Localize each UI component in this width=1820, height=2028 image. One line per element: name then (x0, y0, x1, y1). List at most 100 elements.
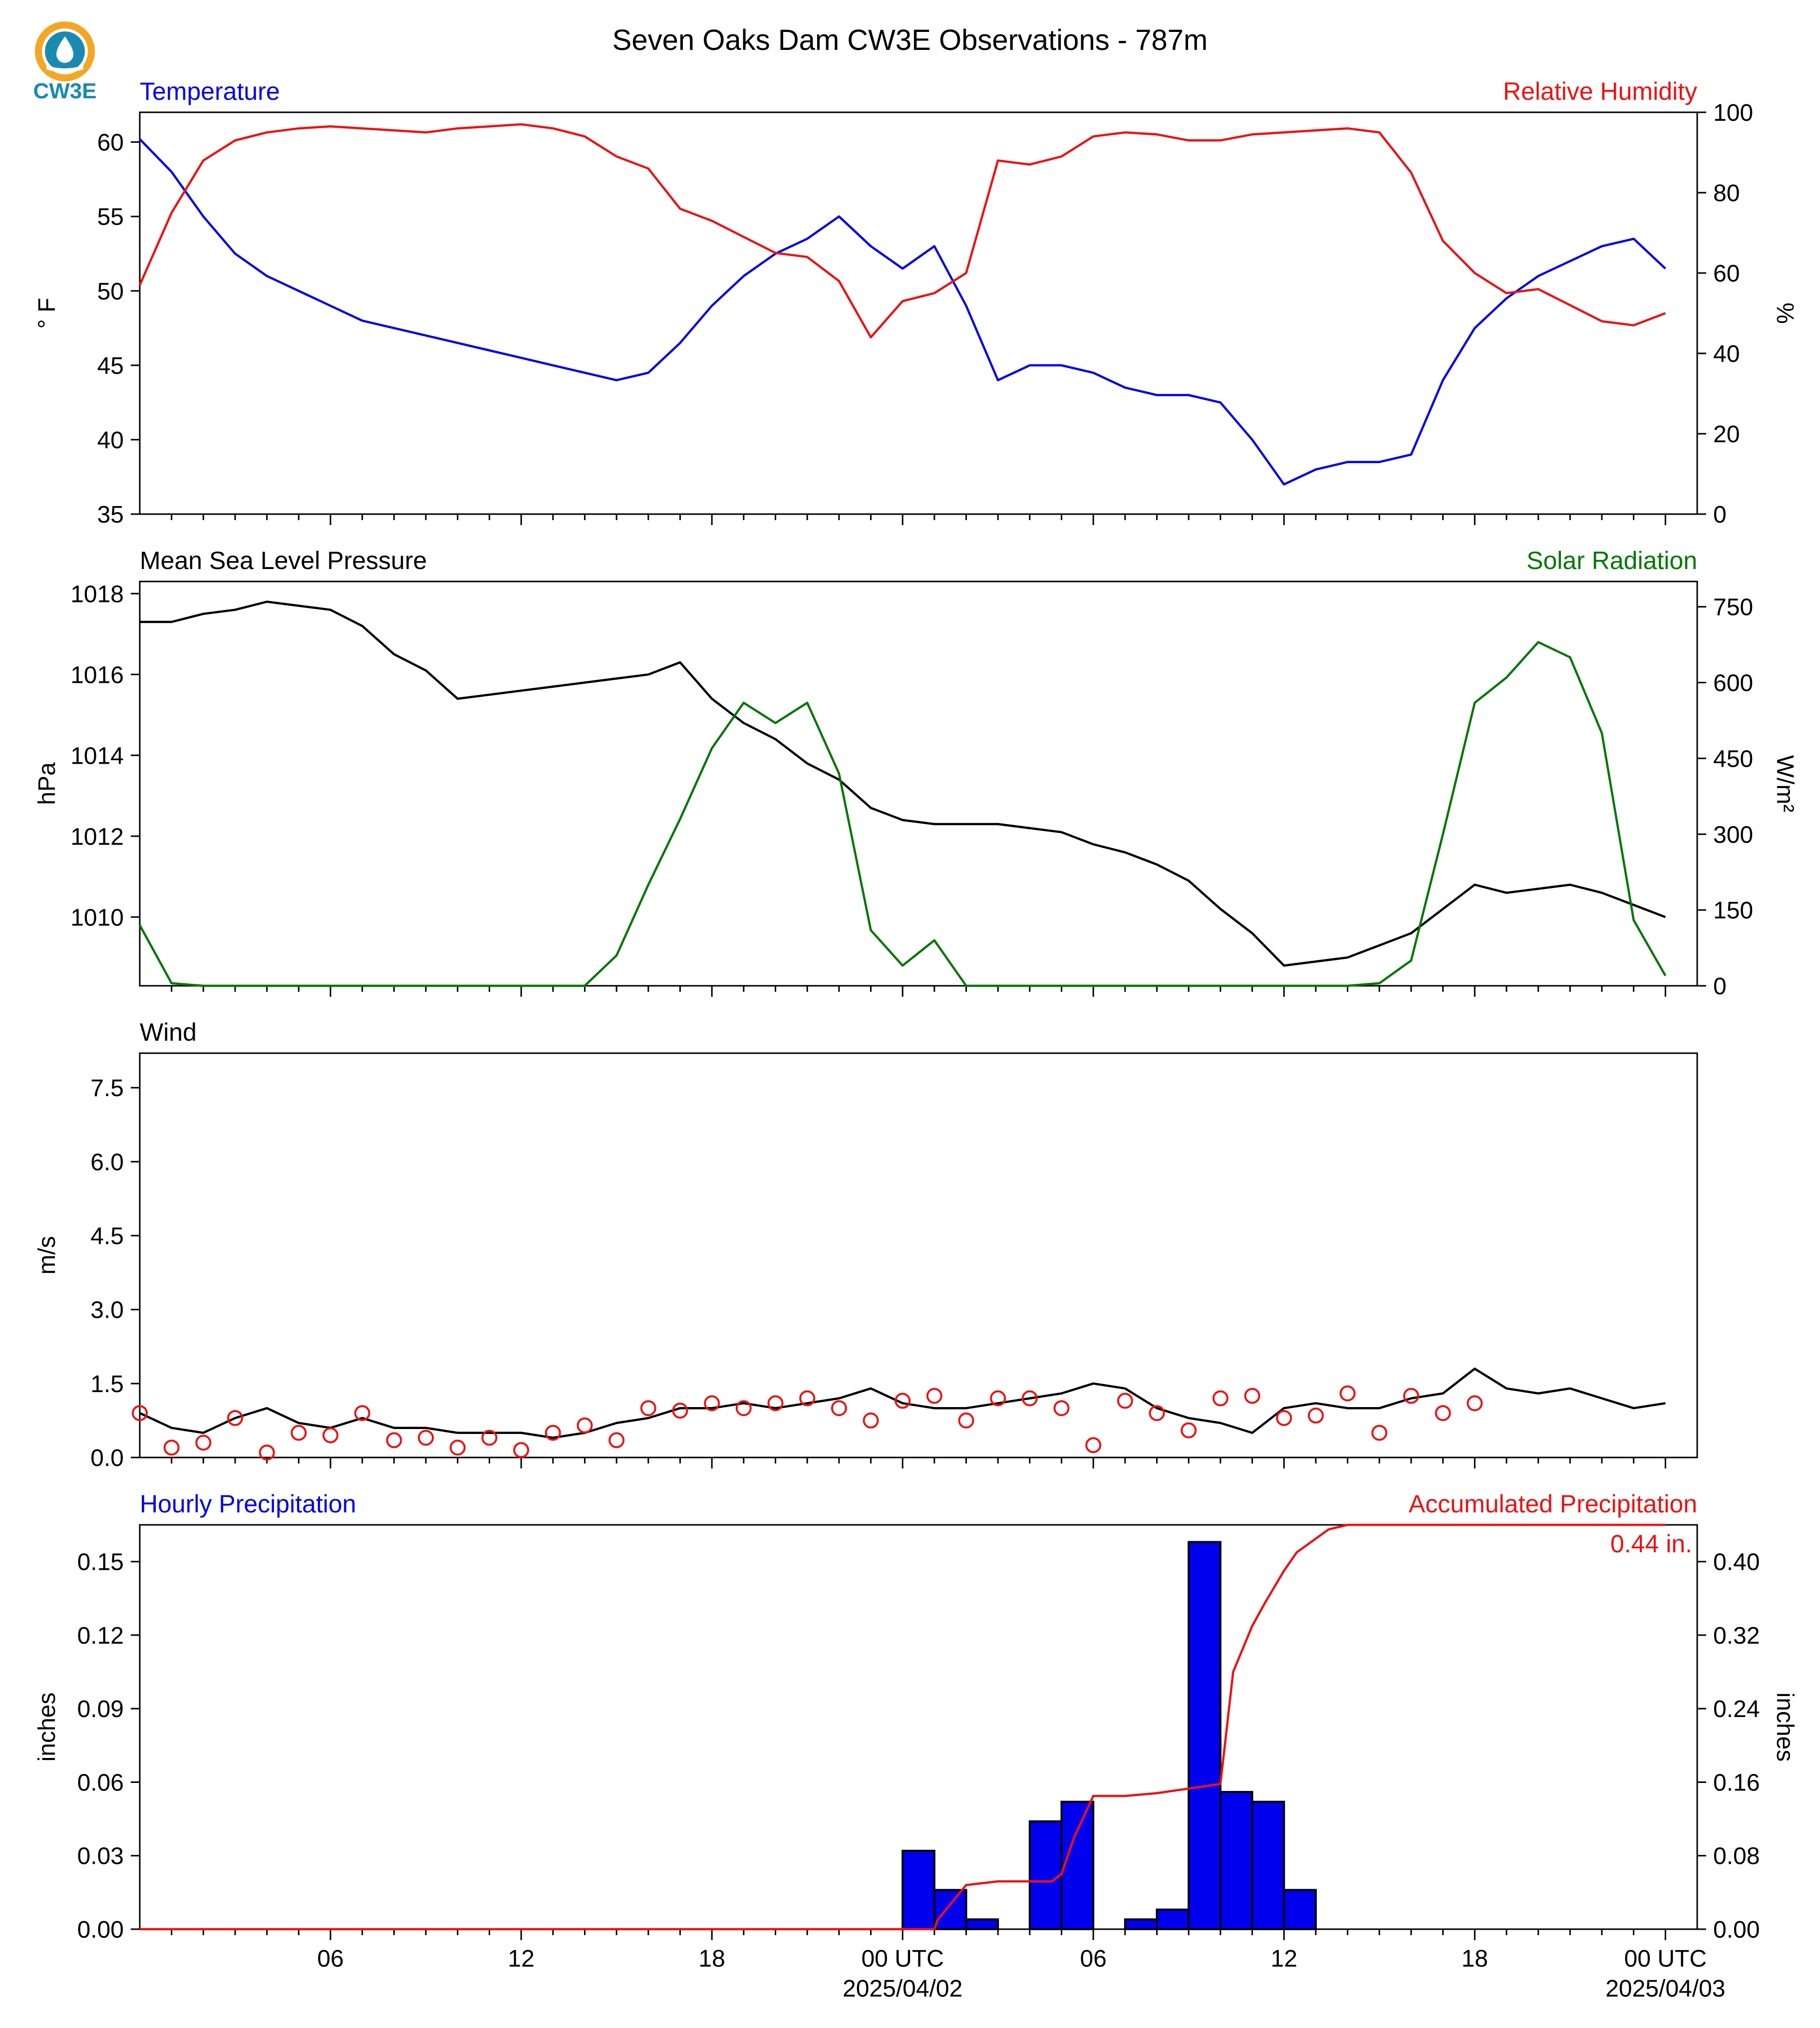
wind-hourly-circle (418, 1430, 434, 1446)
y-tick-label-left: 0.0 (90, 1445, 124, 1471)
y-axis-label-right: inches (1772, 1693, 1798, 1762)
x-tick-date-label: 2025/04/02 (843, 1976, 962, 2002)
y-tick-label-right: 0.40 (1713, 1549, 1760, 1576)
wind-hourly-circle (1053, 1400, 1070, 1417)
y-tick-label-left: 1016 (70, 662, 124, 688)
panel-right-title: Solar Radiation (1526, 547, 1697, 575)
y-axis-label-left: ° F (34, 298, 60, 329)
y-tick-label-left: 45 (97, 353, 124, 379)
precip-bar (933, 1889, 967, 1931)
panel-wind (131, 1052, 1698, 1468)
panel-right-title: Accumulated Precipitation (1409, 1490, 1697, 1518)
y-tick-label-left: 0.15 (77, 1549, 124, 1576)
y-tick-label-left: 3.0 (90, 1297, 124, 1324)
y-tick-label-left: 1018 (70, 581, 124, 607)
panel-left-title: Wind (140, 1018, 197, 1046)
y-axis-label-left: m/s (34, 1236, 60, 1274)
y-tick-label-left: 1.5 (90, 1371, 124, 1398)
wind-hourly-circle (513, 1442, 530, 1458)
y-tick-label-left: 35 (97, 502, 124, 528)
y-tick-label-left: 50 (97, 279, 124, 305)
y-tick-label-right: 300 (1713, 822, 1753, 848)
wind-hourly-circle (704, 1395, 720, 1412)
x-tick-label: 06 (1080, 1946, 1107, 1972)
wind-hourly-circle (1435, 1405, 1451, 1422)
y-axis-label-left: hPa (34, 762, 60, 805)
wind-hourly-circle (545, 1425, 561, 1441)
precip-bar (1060, 1800, 1095, 1931)
panel-frame (139, 111, 1698, 515)
wind-hourly-circle (259, 1445, 275, 1461)
y-tick-label-right: 0.32 (1713, 1623, 1760, 1649)
y-tick-label-right: 100 (1713, 100, 1753, 126)
precip-bar (1124, 1918, 1158, 1930)
panel-frame (139, 1052, 1698, 1458)
wind-hourly-circle (1244, 1388, 1260, 1404)
precip-bar (1188, 1541, 1221, 1930)
precip-bar (1251, 1800, 1285, 1931)
wind-hourly-circle (1339, 1385, 1356, 1402)
wind-hourly-circle (990, 1390, 1006, 1407)
panel-pressure (131, 580, 1706, 997)
y-tick-label-left: 1014 (70, 743, 124, 769)
wind-hourly-circle (640, 1400, 656, 1417)
wind-hourly-circle (799, 1390, 816, 1407)
y-tick-label-left: 7.5 (90, 1075, 124, 1102)
y-tick-label-left: 0.09 (77, 1696, 124, 1723)
x-tick-label: 18 (1462, 1946, 1488, 1972)
x-tick-label: 06 (317, 1946, 343, 1972)
y-tick-label-left: 6.0 (90, 1149, 124, 1175)
x-tick-label: 00 UTC (1624, 1946, 1707, 1972)
x-tick-label: 18 (698, 1946, 725, 1972)
wind-hourly-circle (863, 1412, 879, 1429)
wind-hourly-circle (767, 1395, 784, 1412)
series-line-mean-sea-level-pressure (140, 600, 1666, 967)
series-line-solar-radiation (139, 641, 1667, 987)
y-axis-label-left: inches (34, 1693, 60, 1762)
wind-hourly-circle (608, 1432, 625, 1449)
precip-bar (1156, 1908, 1190, 1931)
y-tick-label-right: 80 (1713, 180, 1740, 207)
wind-hourly-circle (831, 1400, 847, 1417)
wind-hourly-circle (895, 1393, 911, 1409)
precip-bar (965, 1918, 999, 1930)
series-line-temperature (139, 138, 1666, 486)
y-tick-label-left: 1012 (70, 824, 124, 850)
y-tick-label-right: 20 (1713, 421, 1740, 448)
series-line-wind-speed (139, 1367, 1666, 1439)
y-tick-label-left: 55 (97, 204, 124, 231)
y-tick-label-right: 0 (1713, 973, 1727, 1000)
cw3e-logo: CW3E (33, 21, 97, 102)
wind-hourly-circle (1149, 1405, 1165, 1422)
wind-hourly-circle (1181, 1422, 1197, 1439)
x-tick-label: 12 (1271, 1946, 1297, 1972)
wind-hourly-circle (672, 1403, 688, 1419)
wind-hourly-circle (354, 1405, 370, 1422)
y-tick-label-left: 60 (97, 130, 124, 156)
y-tick-label-right: 0.00 (1713, 1917, 1760, 1943)
panel-temperature (131, 111, 1706, 525)
wind-hourly-circle (1403, 1388, 1419, 1404)
y-tick-label-left: 4.5 (90, 1223, 124, 1249)
y-tick-label-right: 0.16 (1713, 1769, 1760, 1796)
wind-hourly-circle (227, 1410, 244, 1426)
panel-precipitation (131, 1523, 1706, 1940)
y-axis-label-right: W/m² (1772, 755, 1798, 813)
wind-hourly-circle (1467, 1395, 1483, 1412)
y-tick-label-left: 0.06 (77, 1769, 124, 1796)
y-tick-label-left: 40 (97, 427, 124, 454)
panel-frame (139, 580, 1698, 987)
x-tick-label: 00 UTC (861, 1946, 943, 1972)
y-tick-label-right: 40 (1713, 341, 1740, 367)
y-tick-label-right: 0.08 (1713, 1843, 1760, 1870)
y-tick-label-left: 0.12 (77, 1623, 124, 1649)
wind-hourly-circle (1307, 1408, 1324, 1424)
accumulated-total-label: 0.44 in. (1610, 1530, 1692, 1558)
wind-hourly-circle (322, 1427, 339, 1444)
y-tick-label-left: 1010 (70, 904, 124, 931)
y-tick-label-right: 0 (1713, 502, 1727, 528)
y-tick-label-right: 0.24 (1713, 1696, 1760, 1723)
panel-left-title: Hourly Precipitation (140, 1490, 356, 1518)
wind-hourly-circle (958, 1412, 974, 1429)
